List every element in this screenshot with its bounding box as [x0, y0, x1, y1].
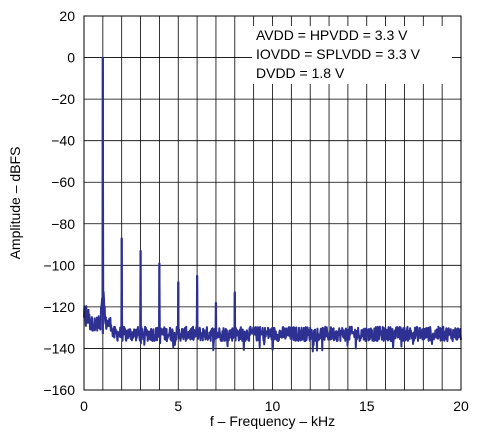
y-tick-labels: 20 0 −20 −40 −60 −80 −100 −120 −140 −160: [43, 8, 75, 398]
y-tick-label: −60: [51, 174, 75, 190]
x-tick-label: 20: [453, 398, 469, 414]
x-tick-label: 15: [359, 398, 375, 414]
y-tick-label: −80: [51, 216, 75, 232]
x-tick-labels: 0 5 10 15 20: [80, 398, 469, 414]
spectrum-series-line: [83, 56, 462, 353]
y-tick-label: −120: [43, 299, 75, 315]
annotation-line: AVDD = HPVDD = 3.3 V: [256, 27, 408, 43]
y-tick-label: 20: [59, 8, 75, 24]
series-layer: [83, 56, 462, 353]
annotation-background: [252, 26, 452, 84]
x-tick-label: 0: [80, 398, 88, 414]
y-tick-label: −100: [43, 257, 75, 273]
x-tick-label: 10: [265, 398, 281, 414]
annotation-line: IOVDD = SPLVDD = 3.3 V: [256, 46, 421, 62]
y-tick-label: −140: [43, 340, 75, 356]
plot-frame: [83, 15, 462, 391]
x-tick-label: 5: [174, 398, 182, 414]
x-axis-title: f – Frequency – kHz: [210, 413, 335, 429]
y-tick-label: 0: [67, 50, 75, 66]
y-axis-title: Amplitude – dBFS: [7, 147, 23, 260]
annotation-box: AVDD = HPVDD = 3.3 V IOVDD = SPLVDD = 3.…: [252, 26, 452, 84]
y-tick-label: −40: [51, 133, 75, 149]
y-tick-label: −20: [51, 91, 75, 107]
annotation-line: DVDD = 1.8 V: [256, 65, 345, 81]
y-tick-label: −160: [43, 382, 75, 398]
